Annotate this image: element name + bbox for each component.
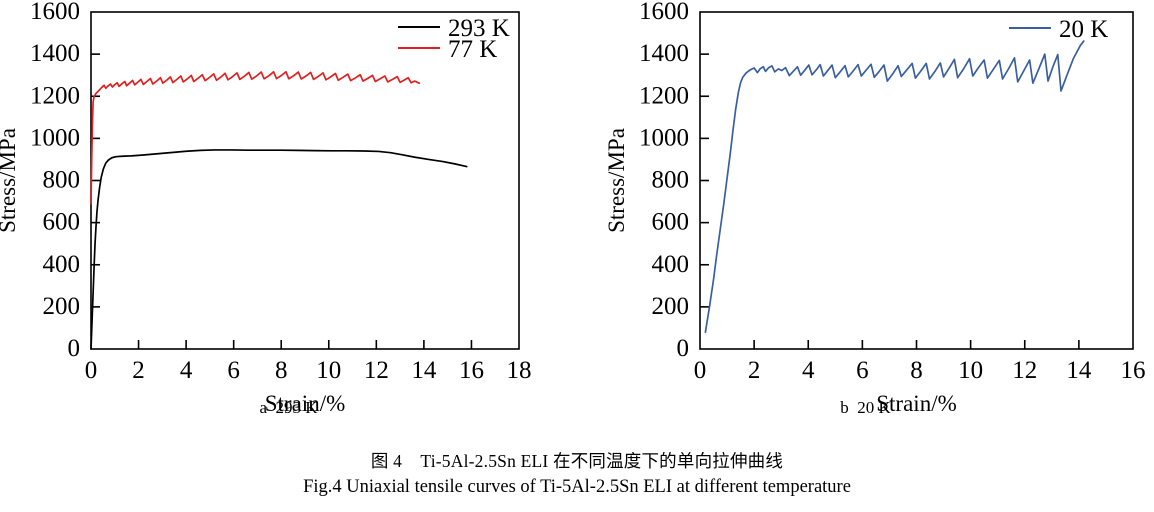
caption-english: Fig.4 Uniaxial tensile curves of Ti-5Al-… — [303, 477, 851, 497]
y-tick-label: 1200 — [639, 82, 689, 109]
x-axis-label: Strain/% — [876, 391, 957, 416]
x-tick-label: 6 — [856, 357, 869, 384]
y-tick-label: 600 — [652, 209, 690, 236]
y-tick-label: 0 — [68, 335, 81, 362]
x-tick-label: 14 — [411, 357, 437, 384]
x-tick-label: 16 — [459, 357, 484, 384]
y-tick-label: 800 — [43, 167, 81, 194]
y-axis-label: Stress/MPa — [0, 128, 20, 233]
figure-caption: 图 4 Ti-5Al-2.5Sn ELI 在不同温度下的单向拉伸曲线 Fig.4… — [0, 448, 1154, 500]
y-tick-label: 1000 — [639, 124, 689, 151]
x-tick-label: 0 — [694, 357, 707, 384]
y-tick-label: 400 — [43, 251, 81, 278]
chart-panel-293k: 0 200 400 600 800 1000 1200 1400 1600 0 2 4 6 8 10 12 14… — [0, 0, 577, 440]
x-tick-label: 12 — [1012, 357, 1037, 384]
stress-strain-plot-a: 0 200 400 600 800 1000 1200 1400 1600 0 2 4 6 8 10 12 14… — [0, 0, 532, 416]
y-tick-label: 1000 — [30, 124, 80, 151]
x-tick-label: 12 — [364, 357, 389, 384]
y-tick-label: 800 — [652, 167, 690, 194]
y-tick-label: 200 — [43, 293, 81, 320]
legend-label: 77 K — [448, 36, 497, 63]
x-tick-label: 6 — [227, 357, 240, 384]
y-tick-label: 1400 — [639, 40, 689, 67]
y-tick-label: 0 — [677, 335, 690, 362]
x-tick-label: 10 — [958, 357, 983, 384]
x-tick-label: 14 — [1066, 357, 1092, 384]
y-tick-label: 200 — [652, 293, 690, 320]
x-tick-label: 10 — [316, 357, 341, 384]
caption-chinese: 图 4 Ti-5Al-2.5Sn ELI 在不同温度下的单向拉伸曲线 — [370, 451, 784, 471]
subcaption-a: a 293 K — [259, 398, 318, 417]
y-tick-label: 1600 — [639, 0, 689, 25]
y-axis-label: Stress/MPa — [604, 128, 629, 233]
y-tick-label: 600 — [43, 209, 81, 236]
y-tick-label: 1600 — [30, 0, 80, 25]
y-tick-label: 1200 — [30, 82, 80, 109]
y-tick-label: 1400 — [30, 40, 80, 67]
y-tick-label: 400 — [652, 251, 690, 278]
x-tick-label: 16 — [1121, 357, 1146, 384]
x-tick-label: 4 — [802, 357, 815, 384]
x-tick-label: 0 — [85, 357, 98, 384]
data-series-line — [90, 149, 468, 350]
x-tick-label: 2 — [748, 357, 761, 384]
x-axis-label: Strain/% — [265, 391, 346, 416]
data-series-line — [704, 40, 1085, 333]
legend-label: 20 K — [1059, 16, 1108, 43]
subcaption-b: b 20 K — [840, 398, 891, 417]
stress-strain-plot-b: 0 200 400 600 800 1000 1200 1400 1600 0 2 4 6 8 10 12 14… — [604, 0, 1146, 416]
legend-label: 293 K — [448, 15, 510, 42]
x-tick-label: 8 — [910, 357, 923, 384]
x-tick-label: 18 — [507, 357, 532, 384]
data-series-line — [90, 70, 420, 205]
x-tick-label: 4 — [180, 357, 193, 384]
plot-frame — [699, 11, 1134, 350]
x-tick-label: 2 — [132, 357, 145, 384]
x-tick-label: 8 — [275, 357, 288, 384]
chart-panel-20k: 0 200 400 600 800 1000 1200 1400 1600 0 2 4 6 8 10 12 14… — [577, 0, 1154, 440]
